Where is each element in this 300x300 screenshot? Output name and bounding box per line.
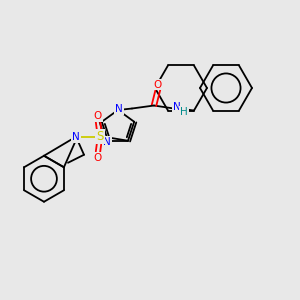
Text: O: O (94, 153, 102, 163)
Text: N: N (72, 132, 80, 142)
Text: S: S (96, 130, 104, 143)
Text: N: N (173, 101, 181, 112)
Text: O: O (154, 80, 162, 89)
Text: N: N (103, 137, 111, 147)
Text: H: H (180, 106, 188, 116)
Text: N: N (115, 104, 123, 114)
Text: O: O (94, 111, 102, 121)
